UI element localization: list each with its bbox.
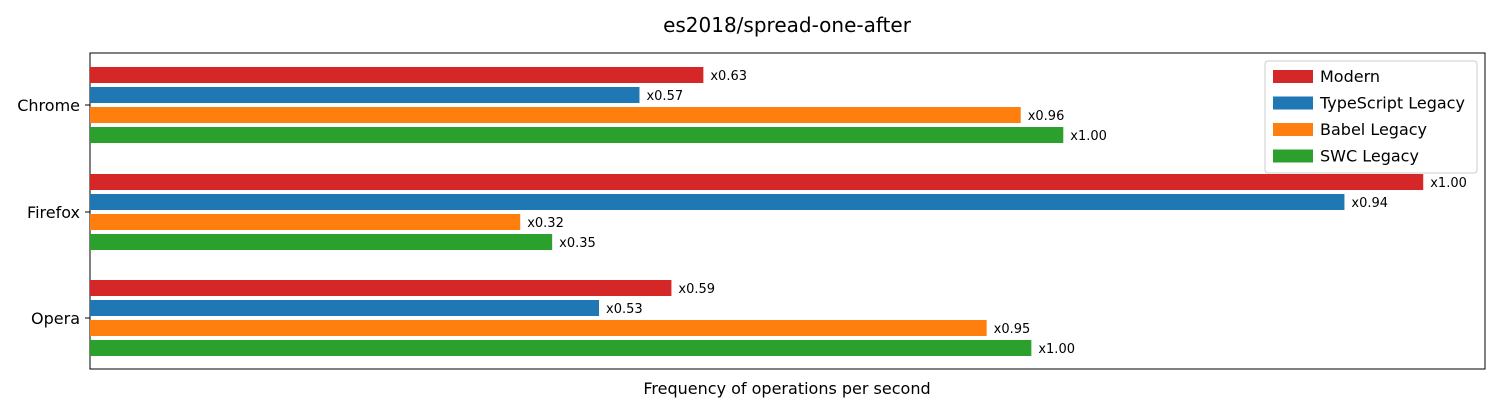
data-label: x1.00 [1038,342,1075,357]
data-label: x0.95 [994,322,1031,337]
data-label: x0.96 [1028,109,1065,124]
legend: Modern TypeScript Legacy Babel Legacy SWC L… [1264,60,1478,174]
y-tick-label: Firefox [27,203,80,222]
legend-swatch [1273,149,1313,163]
data-label: x0.35 [559,236,596,251]
bar [90,214,521,230]
bar [90,194,1345,210]
bar [90,174,1424,190]
data-label: x1.00 [1070,129,1107,144]
bar [90,127,1064,143]
data-label: x0.57 [646,89,683,104]
bar [90,320,987,336]
bar [90,107,1021,123]
data-label: x0.59 [678,282,715,297]
y-tick-label: Chrome [17,96,80,115]
bar [90,67,704,83]
legend-label: SWC Legacy [1320,147,1419,166]
data-label: x1.00 [1430,176,1467,191]
bar [90,340,1032,356]
bar [90,87,640,103]
data-label: x0.63 [710,69,747,84]
data-label: x0.53 [606,302,643,317]
x-axis-label: Frequency of operations per second [643,379,930,398]
legend-label: TypeScript Legacy [1319,94,1465,113]
legend-label: Modern [1320,67,1380,86]
plot-frame [89,52,1486,370]
legend-swatch [1273,70,1313,83]
legend-label: Babel Legacy [1320,120,1427,139]
y-tick-label: Opera [31,309,80,328]
bar [90,234,553,250]
data-label: x0.32 [527,216,564,231]
plot-area: Chrome x0.63 x0.57 x0.96 x1.00 Firefox x1.00 x0… [17,52,1486,370]
legend-box [1264,60,1478,174]
data-label: x0.94 [1351,196,1388,211]
legend-swatch [1273,96,1313,110]
bar [90,280,672,296]
bar [90,300,600,316]
chart-title: es2018/spread-one-after [663,13,912,37]
legend-swatch [1273,123,1313,136]
